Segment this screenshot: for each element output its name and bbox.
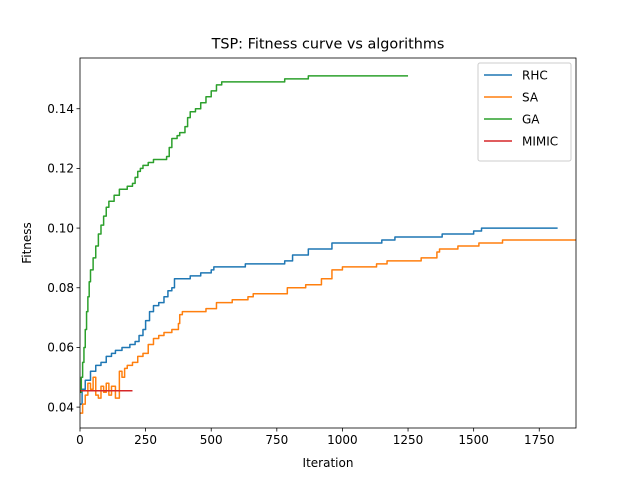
x-axis-label: Iteration bbox=[303, 456, 354, 470]
plot-frame bbox=[79, 57, 577, 429]
y-axis-label: Fitness bbox=[20, 222, 34, 264]
series-line-ga bbox=[80, 75, 409, 393]
x-tick-label: 1000 bbox=[327, 433, 358, 447]
x-tick-label: 1500 bbox=[458, 433, 489, 447]
x-tick-label: 1250 bbox=[393, 433, 424, 447]
x-tick-label: 500 bbox=[200, 433, 223, 447]
legend-label-mimic: MIMIC bbox=[522, 134, 558, 148]
y-tick-label: 0.04 bbox=[47, 400, 74, 414]
x-tick-label: 0 bbox=[76, 433, 84, 447]
y-tick-label: 0.14 bbox=[47, 102, 74, 116]
x-tick-label: 750 bbox=[265, 433, 288, 447]
x-tick-label: 1750 bbox=[524, 433, 555, 447]
legend-box bbox=[477, 62, 572, 162]
legend: RHC SA GA MIMIC bbox=[477, 62, 572, 162]
legend-label-ga: GA bbox=[522, 112, 540, 126]
y-tick-label: 0.12 bbox=[47, 162, 74, 176]
y-tick-label: 0.06 bbox=[47, 341, 74, 355]
ticks-layer: 0 250 500 750 1000 1250 1500 1750 0.04 0.06 0.08 0.… bbox=[47, 102, 554, 447]
legend-label-rhc: RHC bbox=[522, 68, 548, 82]
series-line-sa bbox=[80, 239, 576, 414]
series-line-rhc bbox=[80, 227, 558, 405]
legend-label-sa: SA bbox=[522, 90, 539, 104]
series-layer bbox=[80, 75, 576, 414]
x-tick-label: 250 bbox=[134, 433, 157, 447]
y-tick-label: 0.10 bbox=[47, 221, 74, 235]
y-tick-label: 0.08 bbox=[47, 281, 74, 295]
chart-title: TSP: Fitness curve vs algorithms bbox=[211, 37, 445, 53]
